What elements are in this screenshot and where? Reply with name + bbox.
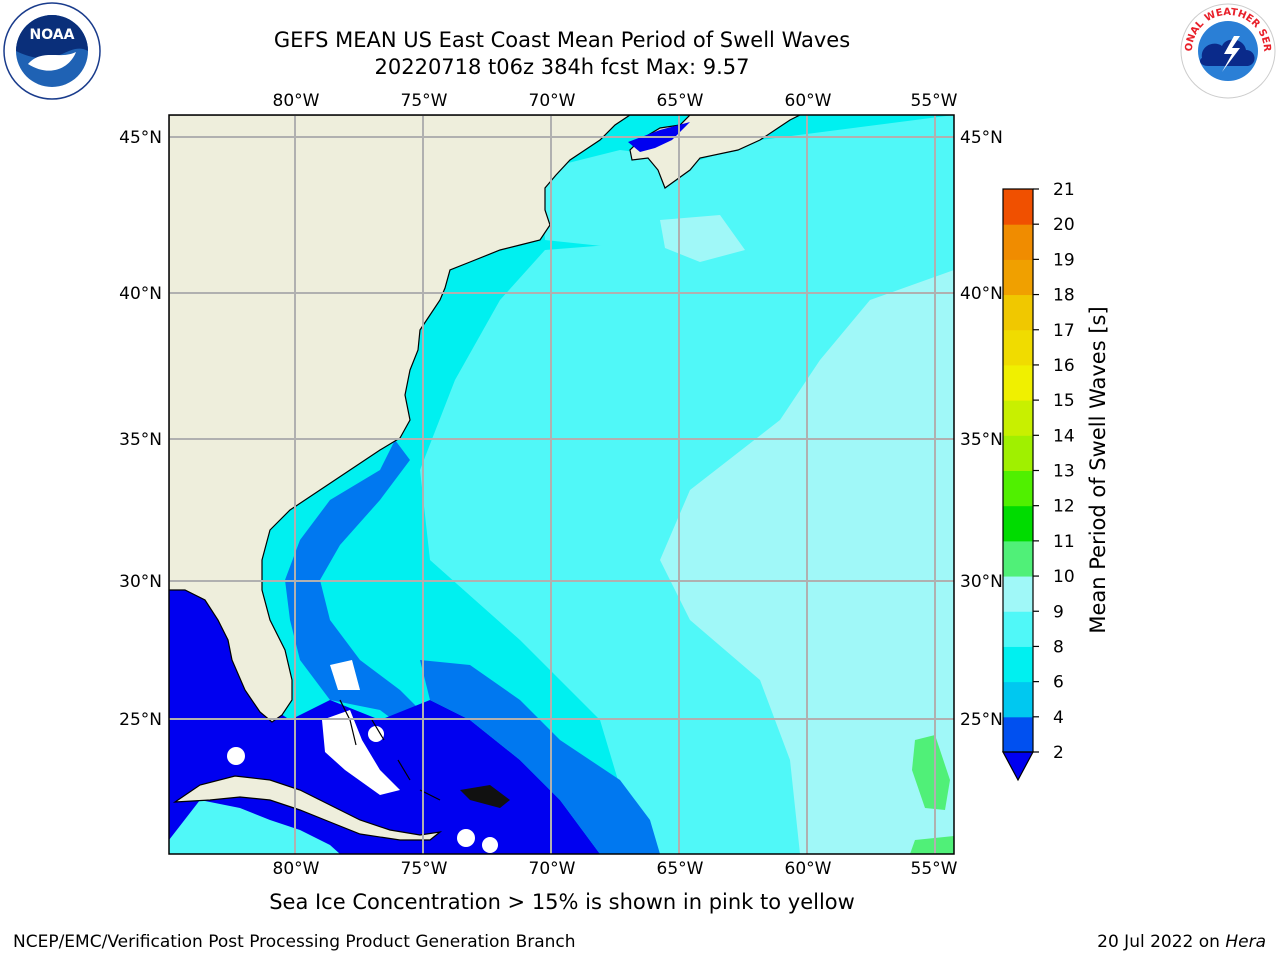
lat-label-left: 25°N <box>119 710 162 730</box>
colorbar-tick-label: 15 <box>1053 391 1075 411</box>
colorbar-segment <box>1003 470 1033 507</box>
colorbar-tick-label: 13 <box>1053 462 1075 482</box>
colorbar-tick-label: 14 <box>1053 426 1075 446</box>
colorbar-label: Mean Period of Swell Waves [s] <box>1086 306 1110 633</box>
lon-label-bottom: 55°W <box>911 859 958 879</box>
lon-label-bottom: 60°W <box>785 859 832 879</box>
lat-label-left: 40°N <box>119 284 162 304</box>
colorbar-segment <box>1003 611 1033 647</box>
white-patch <box>457 829 475 847</box>
ocean-light-cyan-cuba <box>169 800 340 854</box>
map-frame <box>168 114 955 855</box>
lat-label-left: 35°N <box>119 430 162 450</box>
colorbar-segment <box>1003 189 1033 225</box>
lon-label-top: 80°W <box>273 91 320 111</box>
noaa-logo-text: NOAA <box>30 27 75 43</box>
white-patch <box>482 837 498 853</box>
colorbar-tick-label: 4 <box>1053 708 1064 728</box>
lon-label-bottom: 70°W <box>529 859 576 879</box>
colorbar-segment <box>1003 540 1033 577</box>
colorbar-segment <box>1003 681 1033 718</box>
footer-date-text: 20 Jul 2022 on <box>1097 932 1220 952</box>
colorbar-ticks: 2 4 6 8 9 10 11 12 13 14 15 16 17 18 19 20 21 <box>1033 180 1075 763</box>
colorbar-tick-label: 18 <box>1053 286 1075 306</box>
lon-label-top: 55°W <box>911 91 958 111</box>
colorbar-tick-label: 8 <box>1053 637 1064 657</box>
colorbar-tick-label: 6 <box>1053 673 1064 693</box>
lat-label-left: 30°N <box>119 572 162 592</box>
lat-label-left: 45°N <box>119 128 162 148</box>
footer-credit: NCEP/EMC/Verification Post Processing Pr… <box>13 932 576 952</box>
ocean-green-patch <box>912 735 950 810</box>
lon-label-bottom: 75°W <box>401 859 448 879</box>
colorbar-tick-label: 12 <box>1053 497 1075 517</box>
lat-label-right: 30°N <box>960 572 1003 592</box>
bahamas-white-patch <box>322 710 400 795</box>
colorbar-segments <box>1003 189 1033 753</box>
colorbar-tick-label: 20 <box>1053 215 1075 235</box>
colorbar-segment <box>1003 259 1033 296</box>
colorbar-tick-label: 16 <box>1053 356 1075 376</box>
colorbar-tick-label: 17 <box>1053 321 1075 341</box>
footer-host: Hera <box>1225 932 1266 952</box>
ocean-blue-southeast <box>420 660 660 854</box>
land-north-america <box>169 115 801 723</box>
colorbar-tick-label: 9 <box>1053 602 1064 622</box>
land-hispaniola <box>460 785 510 808</box>
ocean-blue-coastal-band <box>285 440 430 740</box>
lon-label-top: 65°W <box>657 91 704 111</box>
lat-label-right: 40°N <box>960 284 1003 304</box>
colorbar-segment <box>1003 716 1033 753</box>
lat-label-right: 35°N <box>960 430 1003 450</box>
nws-logo: NATIONAL WEATHER SERVICE <box>1178 2 1276 99</box>
colorbar-tick-label: 11 <box>1053 532 1075 552</box>
colorbar-tick-label: 10 <box>1053 567 1075 587</box>
white-patch <box>368 726 384 742</box>
lon-label-bottom: 80°W <box>273 859 320 879</box>
colorbar-tick-label: 21 <box>1053 180 1075 200</box>
ocean-green-patch-2 <box>910 836 954 854</box>
lon-label-bottom: 65°W <box>657 859 704 879</box>
colorbar-segment <box>1003 224 1033 260</box>
lat-label-right: 25°N <box>960 710 1003 730</box>
colorbar-segment <box>1003 505 1033 542</box>
footer-date: 20 Jul 2022 on Hera <box>1097 932 1266 952</box>
lon-label-top: 75°W <box>401 91 448 111</box>
colorbar-segment <box>1003 646 1033 683</box>
sea-ice-note: Sea Ice Concentration > 15% is shown in … <box>269 890 855 914</box>
lat-label-right: 45°N <box>960 128 1003 148</box>
white-patch <box>227 747 245 765</box>
colorbar-segment <box>1003 400 1033 436</box>
colorbar-tick-label: 19 <box>1053 250 1075 270</box>
colorbar-tick-label: 2 <box>1053 743 1064 763</box>
colorbar-segment <box>1003 294 1033 331</box>
land-cuba <box>172 775 443 841</box>
map-subtitle: 20220718 t06z 384h fcst Max: 9.57 <box>374 55 750 79</box>
colorbar-segment <box>1003 435 1033 471</box>
colorbar-under-triangle <box>1001 751 1035 782</box>
noaa-logo: NOAA <box>3 2 101 100</box>
colorbar-segment <box>1003 576 1033 612</box>
colorbar-segment <box>1003 329 1033 366</box>
colorbar-segment <box>1003 364 1033 401</box>
bahamas-white-patch-2 <box>330 660 360 690</box>
lon-label-top: 70°W <box>529 91 576 111</box>
map-title: GEFS MEAN US East Coast Mean Period of S… <box>273 28 851 52</box>
graticule <box>169 115 954 854</box>
lon-label-top: 60°W <box>785 91 832 111</box>
ocean-light-cyan-north <box>540 115 954 250</box>
ocean-pale-cyan-patch <box>660 215 745 262</box>
